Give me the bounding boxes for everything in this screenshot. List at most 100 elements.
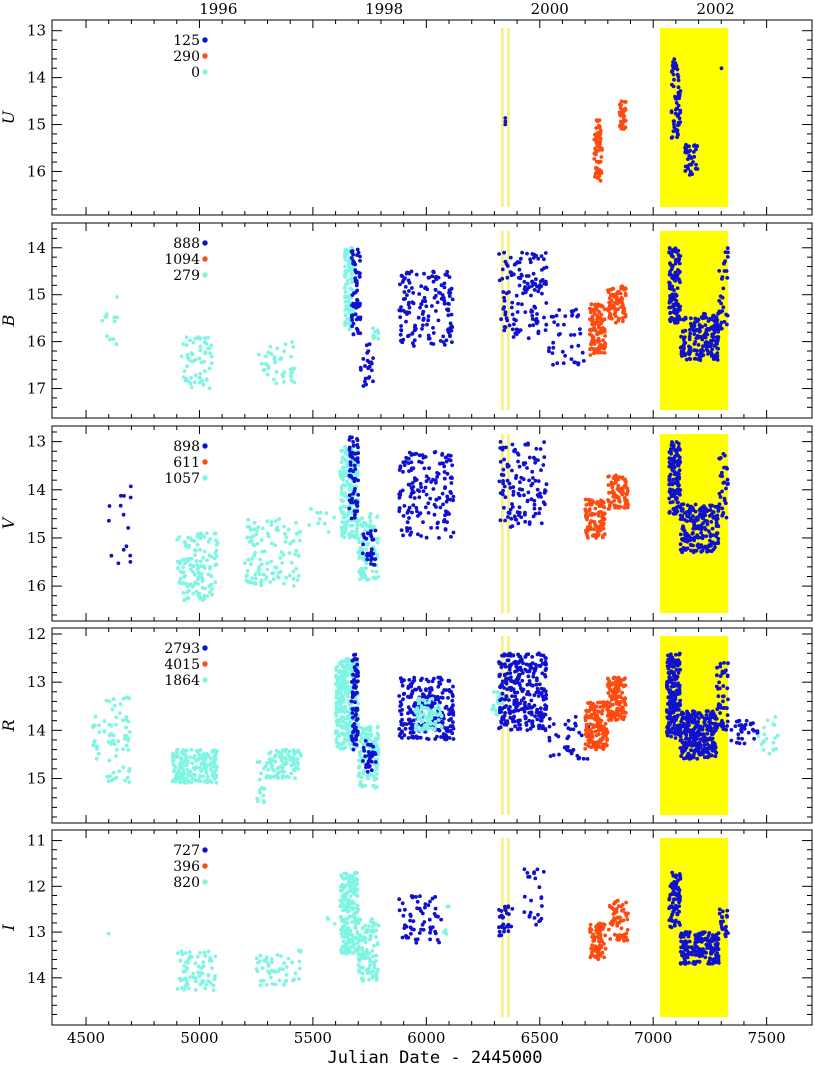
data-point <box>352 722 357 726</box>
data-point <box>584 713 589 718</box>
data-point <box>269 559 273 564</box>
data-point <box>517 260 522 265</box>
data-point <box>725 255 730 259</box>
data-point <box>410 689 415 694</box>
data-point <box>179 756 184 761</box>
data-point <box>127 767 132 771</box>
data-point <box>547 349 551 354</box>
data-point <box>530 661 535 666</box>
data-point <box>668 250 672 255</box>
data-point <box>407 678 412 682</box>
data-point <box>353 487 357 491</box>
data-point <box>527 285 531 290</box>
data-point <box>201 382 206 387</box>
data-point <box>677 652 682 657</box>
data-point <box>535 487 540 492</box>
data-point <box>595 313 600 318</box>
data-point <box>599 718 604 723</box>
data-point <box>718 324 722 328</box>
data-point <box>412 338 417 343</box>
data-point <box>213 755 218 760</box>
data-point <box>708 532 713 537</box>
data-point <box>342 667 347 672</box>
data-point <box>506 515 510 519</box>
data-point <box>406 334 410 339</box>
data-point <box>691 543 695 548</box>
data-point <box>351 444 356 448</box>
data-point <box>347 438 352 442</box>
data-point <box>725 246 730 251</box>
data-point <box>670 462 675 467</box>
data-point <box>498 440 503 444</box>
data-point <box>345 694 350 699</box>
data-point <box>497 660 501 664</box>
data-point <box>347 473 352 478</box>
data-point <box>338 689 343 694</box>
data-point <box>601 526 606 531</box>
data-point <box>202 565 207 570</box>
data-point <box>450 698 455 703</box>
data-point <box>678 317 682 322</box>
data-point <box>297 538 302 543</box>
data-point <box>537 682 542 687</box>
data-point <box>576 343 581 348</box>
data-point <box>534 321 539 326</box>
data-point <box>503 664 508 669</box>
data-point <box>197 356 202 361</box>
data-point <box>666 653 670 658</box>
data-point <box>529 497 534 502</box>
data-point <box>513 724 517 729</box>
data-point <box>435 471 439 475</box>
data-point <box>296 574 301 578</box>
data-point <box>691 531 695 535</box>
data-point <box>317 517 322 521</box>
data-point <box>368 733 373 738</box>
data-point <box>589 729 594 734</box>
data-point <box>514 332 519 337</box>
data-point <box>342 254 347 259</box>
data-point <box>433 288 438 292</box>
data-point <box>198 344 203 349</box>
data-point <box>508 255 513 260</box>
data-point <box>326 530 331 534</box>
data-point <box>531 674 536 679</box>
data-point <box>322 521 327 526</box>
data-point <box>424 687 428 691</box>
data-point <box>532 304 537 309</box>
data-point <box>407 505 412 510</box>
data-point <box>514 517 519 522</box>
data-point <box>594 159 599 164</box>
data-point <box>126 719 131 724</box>
data-point <box>264 362 268 366</box>
data-point <box>507 290 511 294</box>
data-point <box>533 460 538 465</box>
data-point <box>684 357 689 362</box>
data-point <box>536 711 541 715</box>
data-point <box>507 511 512 516</box>
data-point <box>352 665 357 670</box>
data-point <box>345 714 350 719</box>
data-point <box>615 699 620 704</box>
data-point <box>624 480 628 484</box>
data-point <box>398 676 403 680</box>
data-point <box>514 293 519 298</box>
data-point <box>722 480 727 485</box>
data-point <box>246 557 251 562</box>
data-point <box>529 308 534 313</box>
data-point <box>214 542 219 547</box>
data-point <box>414 451 419 456</box>
data-point <box>376 336 381 341</box>
data-point <box>683 341 688 345</box>
data-point <box>177 535 182 539</box>
data-point <box>596 700 600 705</box>
data-point <box>501 290 506 294</box>
data-point <box>674 652 678 657</box>
data-point <box>194 559 199 563</box>
data-point <box>669 272 673 277</box>
data-point <box>552 320 557 324</box>
data-point <box>532 252 537 257</box>
data-point <box>100 318 105 323</box>
data-point <box>367 737 372 742</box>
data-point <box>591 723 596 727</box>
data-point <box>426 336 431 341</box>
